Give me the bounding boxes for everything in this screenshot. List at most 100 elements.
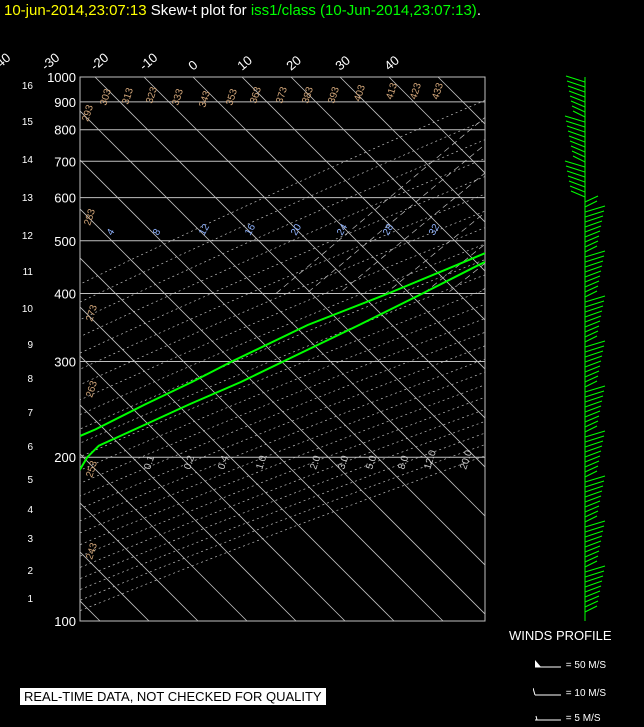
- wind-barb: [584, 420, 599, 428]
- dry-adiabat-label: 393: [326, 85, 342, 105]
- wind-barb: [584, 215, 604, 223]
- wind-barb: [584, 425, 598, 433]
- dry-adiabat: [80, 193, 485, 370]
- dry-adiabat: [80, 139, 485, 321]
- isotherm: [143, 77, 485, 419]
- mixing-ratio-label: 32: [427, 222, 442, 238]
- wind-barb: [584, 300, 605, 308]
- height-tick-label: 7: [27, 408, 33, 419]
- dry-adiabat: [80, 371, 485, 534]
- dry-adiabat-label: 413: [384, 81, 400, 101]
- isotherm: [241, 77, 485, 321]
- isotherm: [487, 77, 644, 621]
- dry-adiabat-label: 313: [120, 86, 136, 106]
- height-tick-label: 1: [27, 594, 33, 605]
- wind-barb: [569, 95, 586, 103]
- height-tick-label: 13: [22, 193, 34, 204]
- plot-area: [80, 77, 644, 621]
- dry-adiabat: [80, 158, 485, 338]
- wind-barb: [584, 460, 600, 468]
- isotherm: [339, 77, 485, 223]
- height-tick-label: 5: [27, 475, 33, 486]
- dry-adiabat: [80, 303, 485, 471]
- wind-barb: [584, 240, 599, 248]
- wind-barb: [584, 375, 599, 383]
- wind-legend-10: = 10 M/S: [532, 688, 607, 699]
- wind-barb: [566, 80, 586, 88]
- wind-barb: [584, 390, 605, 398]
- temperature-tick-label: 30: [332, 53, 353, 74]
- wind-barb: [566, 170, 586, 178]
- dry-adiabat-label: 243: [84, 541, 100, 561]
- pressure-tick-label: 600: [54, 191, 76, 206]
- isotherm: [437, 77, 485, 125]
- dry-adiabat: [80, 345, 485, 510]
- wind-barb: [584, 605, 598, 613]
- dry-adiabat-label: 333: [170, 87, 186, 107]
- dry-adiabat-label: 403: [352, 83, 368, 103]
- wind-barb: [570, 145, 586, 153]
- dry-adiabat: [80, 289, 485, 458]
- wind-barb: [584, 485, 604, 493]
- temperature-tick-label: 0: [185, 57, 200, 73]
- wind-barb: [571, 105, 586, 113]
- dry-adiabat: [80, 358, 485, 522]
- wind-barb: [584, 490, 603, 498]
- dry-adiabat-label: 293: [80, 103, 96, 123]
- pressure-tick-label: 800: [54, 123, 76, 138]
- wind-barb: [584, 555, 599, 563]
- isotherm: [388, 77, 485, 174]
- wind-barb: [584, 435, 605, 443]
- wind-barb: [584, 530, 604, 538]
- wind-barb: [584, 270, 602, 278]
- pressure-tick-label: 300: [54, 354, 76, 369]
- height-tick-label: 12: [22, 231, 34, 242]
- mixing-ratio-label: 2.0: [308, 454, 323, 471]
- wind-barb: [584, 210, 605, 218]
- wind-barb: [566, 125, 586, 133]
- wind-barb: [584, 200, 598, 208]
- height-tick-label: 16: [22, 81, 34, 92]
- wind-barb: [565, 165, 586, 173]
- isotherm: [80, 355, 346, 621]
- wind-barb: [569, 185, 586, 193]
- wind-legend-10-label: = 10 M/S: [565, 688, 607, 699]
- pressure-tick-label: 900: [54, 95, 76, 110]
- height-tick-label: 14: [22, 155, 34, 166]
- wind-barb: [584, 585, 602, 593]
- wind-barb: [584, 295, 606, 303]
- dewpoint-line: [80, 252, 485, 438]
- wind-barb: [584, 540, 602, 548]
- wind-barb: [584, 225, 602, 233]
- mixing-ratio-line: [446, 262, 485, 294]
- dry-adiabat-label: 283: [82, 207, 98, 227]
- wind-barb: [584, 515, 598, 523]
- wind-barb: [584, 450, 602, 458]
- dry-adiabat: [80, 100, 485, 285]
- wind-barb: [584, 385, 606, 393]
- height-tick-label: 9: [27, 340, 33, 351]
- height-tick-label: 10: [22, 304, 34, 315]
- wind-barb: [584, 350, 604, 358]
- dry-adiabat-label: 343: [197, 89, 213, 109]
- pennant-barb-icon: [535, 660, 561, 668]
- isotherm: [192, 77, 485, 370]
- dry-adiabat: [80, 274, 485, 444]
- wind-barb: [584, 230, 601, 238]
- temperature-tick-label: -10: [136, 50, 160, 74]
- pressure-tick-label: 700: [54, 154, 76, 169]
- wind-barb: [572, 155, 586, 163]
- isotherm: [80, 257, 444, 621]
- height-tick-label: 2: [27, 566, 33, 577]
- wind-barb: [584, 205, 606, 213]
- temperature-tick-label: 10: [234, 53, 255, 74]
- mixing-ratio-label: 16: [243, 222, 258, 238]
- wind-barb: [584, 320, 601, 328]
- mixing-ratio-label: 0.1: [142, 454, 157, 471]
- wind-barb: [564, 160, 586, 168]
- mixing-ratio-label: 20.0: [458, 449, 475, 471]
- wind-barb: [584, 275, 601, 283]
- dry-adiabat-label: 323: [144, 85, 160, 105]
- wind-barb: [584, 595, 600, 603]
